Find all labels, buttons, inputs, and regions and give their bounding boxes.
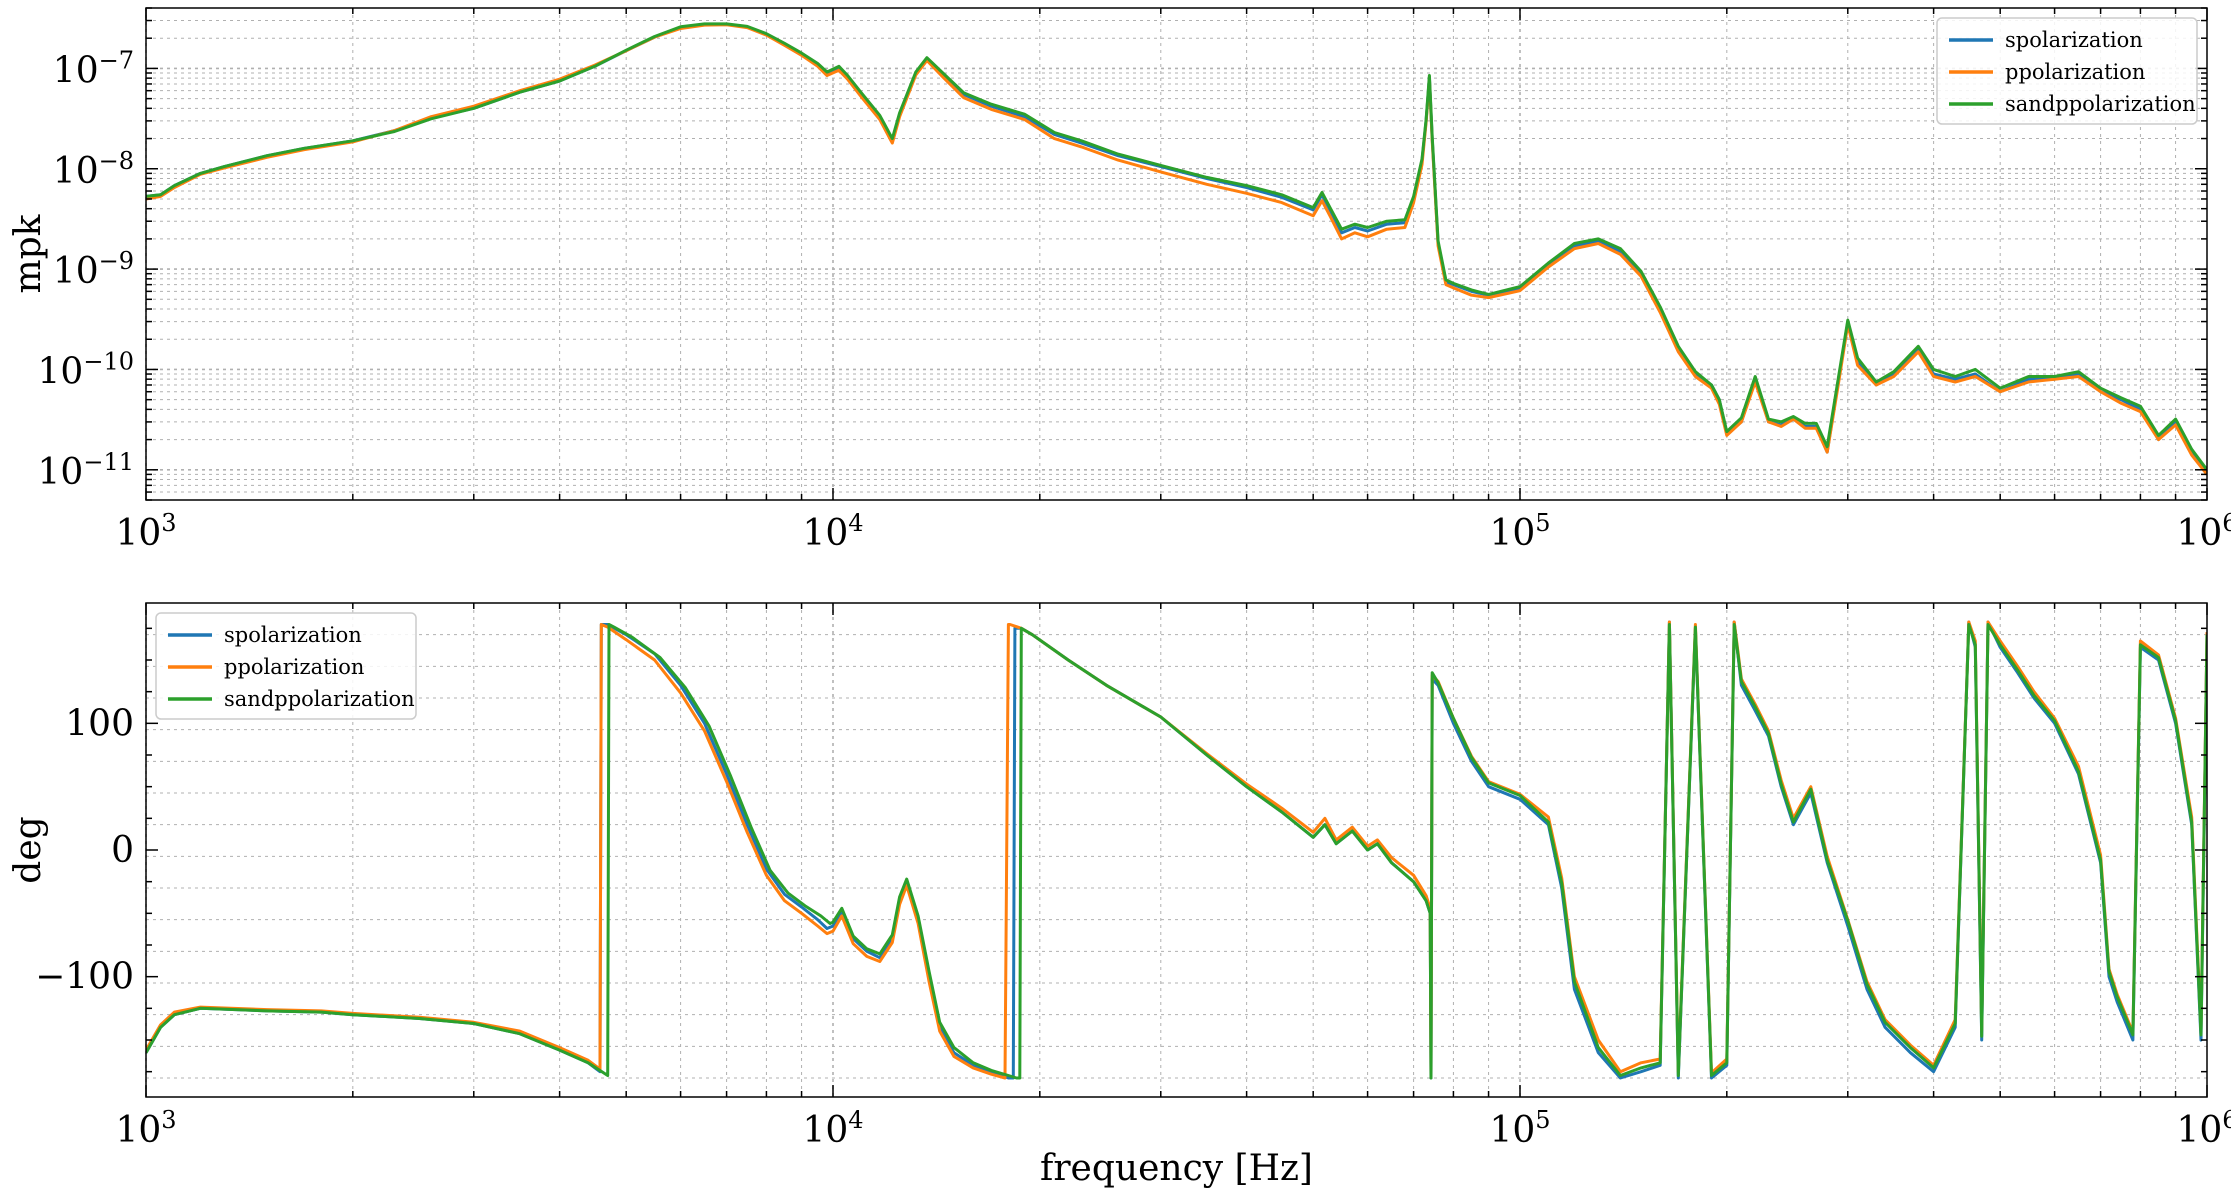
legend: spolarization ppolarization sandppolarizat… bbox=[155, 612, 417, 720]
legend-label: ppolarization bbox=[2005, 60, 2145, 84]
y-tick-label: 10−8 bbox=[53, 147, 134, 192]
x-tick-label: 104 bbox=[802, 509, 863, 554]
y-tick-label: 100 bbox=[65, 703, 134, 744]
legend-label: sandppolarization bbox=[2005, 92, 2196, 116]
x-tick-label: 103 bbox=[115, 509, 176, 554]
legend-label: spolarization bbox=[2005, 28, 2143, 52]
legend-label: sandppolarization bbox=[224, 687, 415, 711]
y-tick-label: 0 bbox=[111, 830, 134, 871]
y-tick-label: 10−7 bbox=[53, 46, 134, 91]
y-axis-label: mpk bbox=[8, 213, 49, 293]
legend-box bbox=[1936, 17, 2198, 125]
x-ticks: 103 104 105 106 bbox=[115, 8, 2231, 554]
x-tick-label: 104 bbox=[802, 1106, 863, 1151]
legend-label: ppolarization bbox=[224, 655, 364, 679]
series-line-sandppolarization bbox=[146, 623, 2207, 1080]
series-lines bbox=[146, 22, 2207, 476]
x-tick-label: 105 bbox=[1489, 1106, 1550, 1151]
grid bbox=[145, 603, 2207, 1097]
phase-plot: 103 104 105 106 −100 0 100 deg frequency [Hz] spo… bbox=[8, 602, 2231, 1189]
series-line-ppolarization bbox=[146, 23, 2207, 476]
y-axis-label: deg bbox=[8, 816, 49, 883]
x-tick-label: 106 bbox=[2176, 509, 2231, 554]
x-tick-label: 103 bbox=[115, 1106, 176, 1151]
magnitude-plot: 103 104 105 106 10−11 10−10 10−9 10−8 10−7 mpk spo… bbox=[8, 7, 2231, 554]
series-line-ppolarization bbox=[146, 620, 2207, 1080]
y-tick-label: −100 bbox=[35, 957, 134, 998]
x-tick-label: 106 bbox=[2176, 1106, 2231, 1151]
x-ticks: 103 104 105 106 bbox=[115, 603, 2231, 1151]
x-axis-label: frequency [Hz] bbox=[1040, 1148, 1313, 1189]
y-ticks: −100 0 100 bbox=[35, 627, 2207, 1073]
y-tick-label: 10−9 bbox=[53, 247, 134, 292]
series-line-spolarization bbox=[146, 22, 2207, 476]
y-tick-label: 10−11 bbox=[38, 448, 134, 493]
series-lines bbox=[146, 620, 2207, 1080]
legend-label: spolarization bbox=[224, 623, 362, 647]
grid bbox=[145, 7, 2207, 501]
series-line-sandppolarization bbox=[146, 22, 2207, 471]
x-tick-label: 105 bbox=[1489, 509, 1550, 554]
plot-frame bbox=[145, 7, 2208, 501]
y-ticks: 10−11 10−10 10−9 10−8 10−7 bbox=[38, 7, 2207, 501]
y-tick-label: 10−10 bbox=[38, 347, 134, 392]
legend-box bbox=[155, 612, 417, 720]
series-line-spolarization bbox=[146, 620, 2207, 1080]
legend: spolarization ppolarization sandppolarizat… bbox=[1936, 17, 2198, 125]
